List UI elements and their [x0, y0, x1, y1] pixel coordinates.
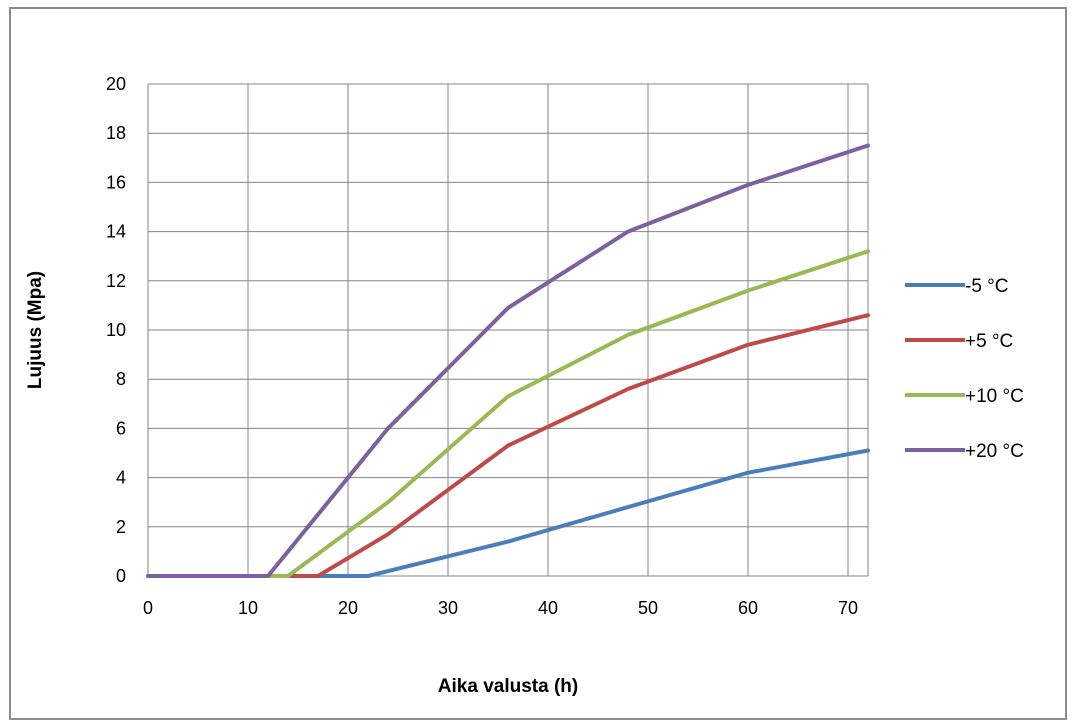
- y-tick-label: 18: [106, 123, 126, 143]
- x-tick-label: 60: [738, 598, 758, 618]
- x-tick-label: 30: [438, 598, 458, 618]
- x-tick-label: 10: [238, 598, 258, 618]
- legend-label: +10 °C: [965, 386, 1024, 407]
- tick-labels: 0 2 4 6 8 10 12 14 16 18 20 0 10 20 30 40 50 60 70: [106, 74, 858, 618]
- y-tick-label: 20: [106, 74, 126, 94]
- series-lines: [146, 143, 870, 578]
- gridlines: [147, 83, 869, 577]
- y-tick-label: 10: [106, 320, 126, 340]
- x-axis-title: Aika valusta (h): [438, 676, 578, 697]
- legend-label: +5 °C: [965, 331, 1013, 352]
- y-tick-label: 2: [116, 517, 126, 537]
- y-tick-label: 16: [106, 172, 126, 192]
- series-line: [146, 448, 870, 578]
- chart-frame: [9, 7, 1067, 720]
- x-tick-label: 20: [338, 598, 358, 618]
- y-tick-label: 14: [106, 222, 126, 242]
- legend: -5 °C +5 °C +10 °C +20 °C: [905, 276, 1024, 462]
- x-tick-label: 0: [143, 598, 153, 618]
- series-line: [146, 249, 870, 578]
- legend-label: +20 °C: [965, 441, 1024, 462]
- x-tick-label: 40: [538, 598, 558, 618]
- y-axis-title: Lujuus (Mpa): [25, 271, 46, 389]
- y-tick-label: 8: [116, 369, 126, 389]
- series-line: [146, 143, 870, 578]
- series-line: [146, 313, 870, 578]
- legend-label: -5 °C: [965, 276, 1009, 297]
- y-tick-label: 0: [116, 566, 126, 586]
- y-tick-label: 4: [116, 468, 126, 488]
- x-tick-label: 70: [838, 598, 858, 618]
- y-tick-label: 6: [116, 418, 126, 438]
- y-tick-label: 12: [106, 271, 126, 291]
- x-tick-label: 50: [638, 598, 658, 618]
